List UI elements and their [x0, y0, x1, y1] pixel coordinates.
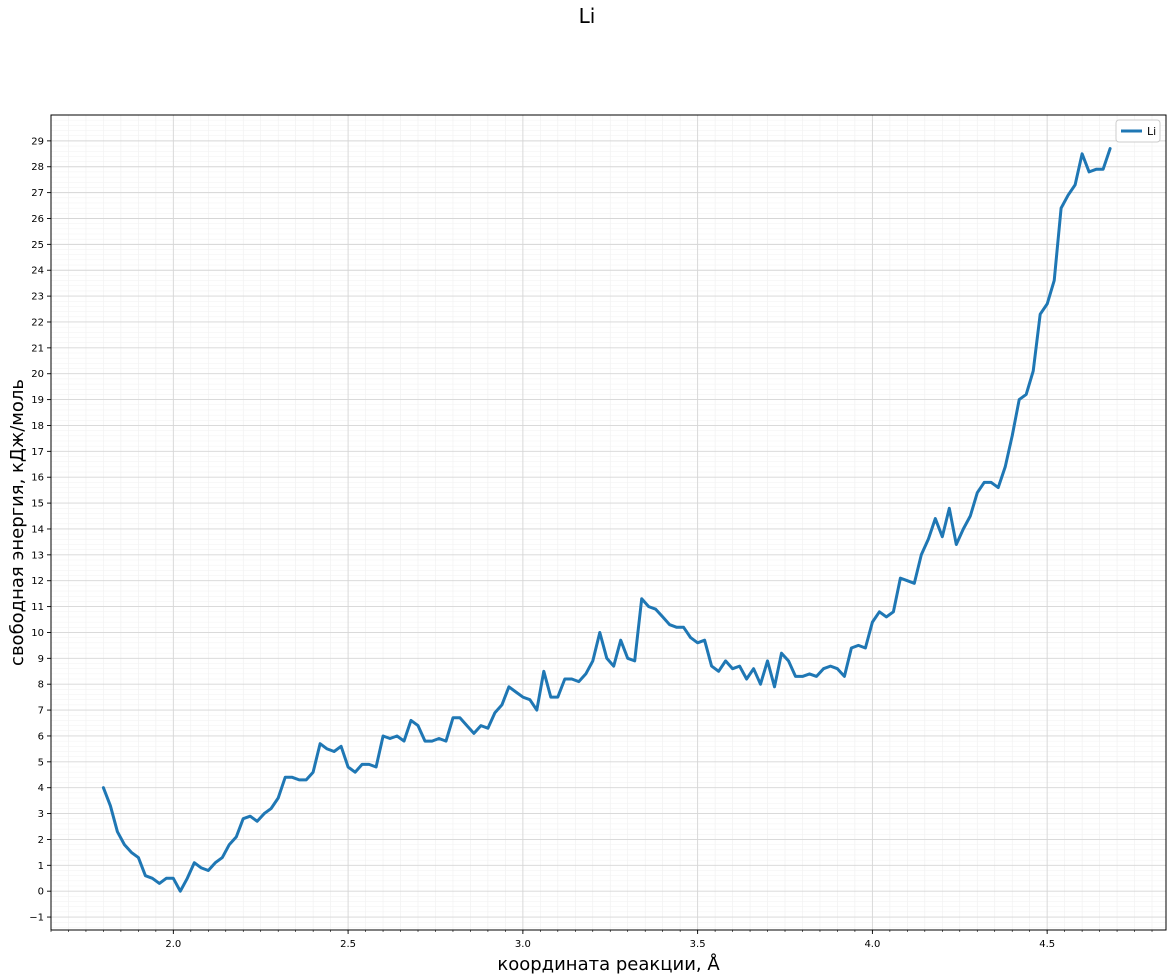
y-tick-label: 11	[31, 602, 44, 613]
y-tick-label: 25	[31, 240, 44, 251]
y-tick-label: 14	[31, 524, 44, 535]
y-tick-label: 3	[38, 809, 44, 820]
x-tick-label: 3.0	[515, 939, 531, 950]
x-tick-label: 2.0	[165, 939, 181, 950]
minor-grid	[50, 114, 1166, 930]
y-tick-label: 6	[38, 731, 44, 742]
y-tick-label: 5	[38, 757, 44, 768]
y-tick-label: 27	[31, 188, 44, 199]
y-tick-label: 7	[38, 706, 44, 717]
y-tick-label: −1	[29, 913, 44, 924]
series-line-li	[101, 147, 1112, 893]
y-tick-label: 13	[31, 550, 44, 561]
y-tick-label: 21	[31, 343, 44, 354]
y-tick-label: 24	[31, 266, 44, 277]
legend: Li	[1115, 119, 1161, 143]
plot-frame	[50, 114, 1167, 931]
y-tick-label: 12	[31, 576, 44, 587]
y-tick-label: 18	[31, 421, 44, 432]
x-axis: 2.0 2.5 3.0 3.5 4.0 4.5	[50, 930, 1153, 950]
y-tick-label: 19	[31, 395, 44, 406]
series-layer	[101, 147, 1112, 893]
y-tick-label: 15	[31, 499, 44, 510]
y-tick-label: 8	[38, 680, 44, 691]
y-tick-label: 9	[38, 654, 44, 665]
y-tick-label: 29	[31, 136, 44, 147]
figure-title: Li	[578, 4, 596, 28]
x-tick-label: 3.5	[690, 939, 706, 950]
y-tick-label: 23	[31, 292, 44, 303]
y-axis: −101234567891011121314151617181920212223…	[29, 136, 51, 924]
y-tick-label: 26	[31, 214, 44, 225]
y-tick-label: 10	[31, 628, 44, 639]
y-tick-label: 2	[38, 835, 44, 846]
y-tick-label: 4	[38, 783, 44, 794]
y-tick-label: 20	[31, 369, 44, 380]
y-tick-label: 17	[31, 447, 44, 458]
legend-label-li: Li	[1147, 125, 1156, 138]
y-tick-label: 22	[31, 317, 44, 328]
y-tick-label: 1	[38, 861, 44, 872]
major-grid	[51, 115, 1166, 930]
y-tick-label: 16	[31, 473, 44, 484]
x-tick-label: 4.5	[1039, 939, 1055, 950]
x-tick-label: 2.5	[340, 939, 356, 950]
y-axis-title: свободная энергия, кДж/моль	[7, 379, 28, 666]
y-tick-label: 0	[38, 887, 44, 898]
x-axis-title: координата реакции, Å	[497, 953, 720, 975]
x-tick-label: 4.0	[864, 939, 880, 950]
y-tick-label: 28	[31, 162, 44, 173]
